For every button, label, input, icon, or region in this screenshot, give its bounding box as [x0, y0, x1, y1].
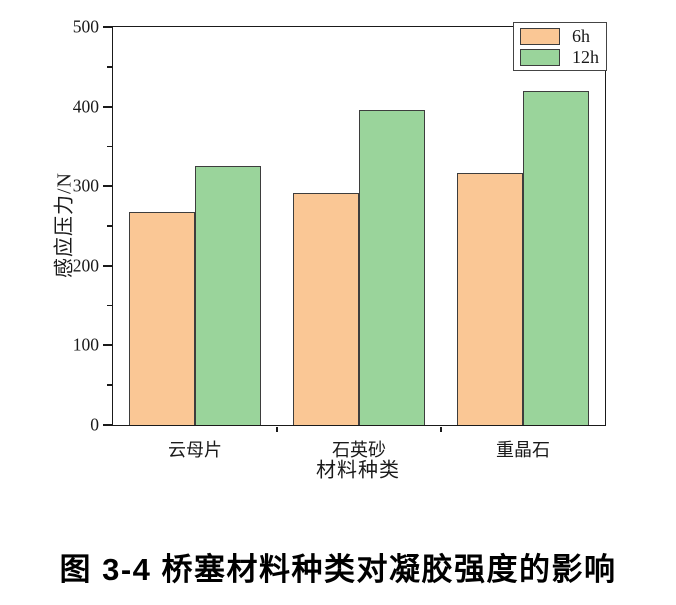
legend-swatch-12h: [520, 48, 560, 66]
x-tick-label: 云母片: [168, 440, 222, 460]
y-tick-label: 200: [72, 255, 99, 276]
y-minor-tick: [107, 66, 112, 68]
legend-label-6h: 6h: [572, 26, 590, 46]
bar-6h-0: [129, 212, 195, 425]
legend-swatch-6h: [520, 27, 560, 45]
y-tick-label: 0: [90, 414, 99, 435]
x-boundary-tick: [440, 426, 442, 432]
y-major-tick: [103, 26, 112, 28]
bar-6h-2: [457, 173, 523, 425]
figure-caption: 图 3-4 桥塞材料种类对凝胶强度的影响: [59, 552, 617, 587]
y-tick-label: 500: [72, 16, 99, 37]
y-minor-tick: [107, 384, 112, 386]
bar-6h-1: [293, 193, 359, 425]
y-tick-label: 300: [72, 175, 99, 196]
y-tick-label: 400: [72, 96, 99, 117]
y-major-tick: [103, 264, 112, 267]
bar-12h-0: [195, 166, 261, 425]
legend-entry-12h: 12h: [520, 48, 599, 66]
y-major-tick: [103, 105, 112, 108]
legend-entry-6h: 6h: [520, 27, 599, 45]
x-tick-label: 重晶石: [496, 440, 550, 460]
y-minor-tick: [107, 145, 112, 148]
y-minor-tick: [107, 225, 112, 227]
legend: 6h 12h: [513, 22, 607, 71]
x-tick-label: 石英砂: [332, 440, 386, 460]
legend-label-12h: 12h: [572, 47, 599, 67]
plot-area: 6h 12h 0 100 200 300 400 500 云母片 石英砂 重晶石: [73, 17, 607, 460]
y-minor-tick: [107, 304, 112, 307]
bar-12h-1: [359, 109, 425, 425]
y-major-tick: [103, 185, 112, 188]
y-major-tick: [103, 344, 112, 347]
x-boundary-tick: [276, 426, 278, 432]
bar-12h-2: [523, 90, 589, 425]
x-axis-label: 材料种类: [316, 459, 400, 482]
y-major-tick: [103, 424, 112, 426]
y-tick-label: 100: [72, 334, 99, 355]
